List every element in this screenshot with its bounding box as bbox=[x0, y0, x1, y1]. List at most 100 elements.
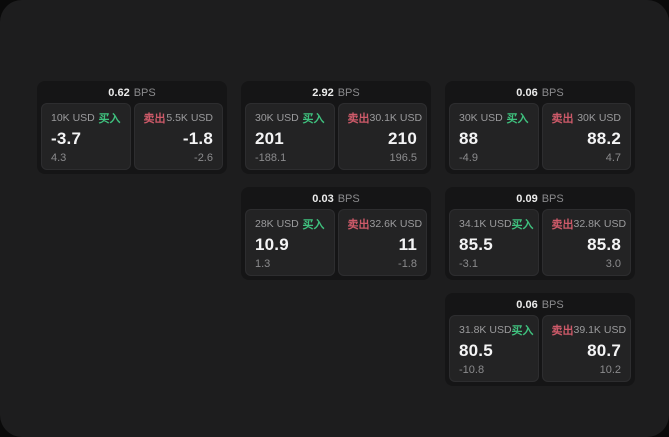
buy-side-label: 买入 bbox=[98, 113, 121, 125]
buy-side-label: 买入 bbox=[506, 113, 529, 125]
buy-notional-amount: 30K USD bbox=[459, 112, 503, 124]
sell-quote-tile[interactable]: 卖出 5.5K USD -1.8 -2.6 bbox=[133, 103, 223, 170]
sell-price: -1.8 bbox=[182, 129, 213, 148]
buy-side-label: 买入 bbox=[302, 219, 325, 231]
sell-delta: 3.0 bbox=[605, 258, 621, 270]
buy-price: 88 bbox=[459, 129, 479, 148]
buy-price: -3.7 bbox=[51, 129, 82, 148]
sell-side-label: 卖出 bbox=[347, 219, 370, 231]
sell-delta: 10.2 bbox=[599, 364, 621, 376]
card-header: 0.06 BPS bbox=[449, 84, 631, 103]
bps-unit-label: BPS bbox=[133, 87, 156, 99]
buy-notional-amount: 31.8K USD bbox=[459, 324, 512, 336]
sell-delta: 4.7 bbox=[605, 152, 621, 164]
buy-quote-tile[interactable]: 31.8K USD 买入 80.5 -10.8 bbox=[449, 315, 539, 382]
quote-tiles: 28K USD 买入 10.9 1.3 卖出 32.6K USD 11 -1.8 bbox=[245, 209, 427, 276]
sell-quote-tile[interactable]: 卖出 32.6K USD 11 -1.8 bbox=[337, 209, 427, 276]
sell-notional-amount: 30.1K USD bbox=[369, 112, 423, 124]
buy-delta: -10.8 bbox=[459, 364, 485, 376]
spread-value: 0.06 bbox=[516, 299, 538, 311]
quote-card: 0.03 BPS 28K USD 买入 10.9 1.3 卖出 32.6K US… bbox=[241, 187, 431, 280]
sell-price: 88.2 bbox=[587, 129, 621, 148]
sell-quote-tile[interactable]: 卖出 39.1K USD 80.7 10.2 bbox=[541, 315, 631, 382]
sell-tile-top-row: 卖出 30K USD bbox=[552, 110, 622, 126]
sell-quote-tile[interactable]: 卖出 32.8K USD 85.8 3.0 bbox=[541, 209, 631, 276]
sell-side-label: 卖出 bbox=[551, 113, 574, 125]
quote-card: 0.09 BPS 34.1K USD 买入 85.5 -3.1 卖出 32.8K… bbox=[445, 187, 635, 280]
quote-tiles: 10K USD 买入 -3.7 4.3 卖出 5.5K USD -1.8 -2.… bbox=[41, 103, 223, 170]
sell-notional-amount: 30K USD bbox=[577, 112, 621, 124]
buy-notional-amount: 10K USD bbox=[51, 112, 95, 124]
buy-quote-tile[interactable]: 30K USD 买入 201 -188.1 bbox=[245, 103, 335, 170]
sell-side-label: 卖出 bbox=[347, 113, 370, 125]
sell-quote-tile[interactable]: 卖出 30.1K USD 210 196.5 bbox=[337, 103, 427, 170]
sell-notional-amount: 32.8K USD bbox=[573, 218, 627, 230]
buy-tile-top-row: 34.1K USD 买入 bbox=[459, 216, 534, 232]
buy-tile-top-row: 30K USD 买入 bbox=[255, 110, 325, 126]
bps-unit-label: BPS bbox=[337, 87, 360, 99]
sell-side-label: 卖出 bbox=[143, 113, 166, 125]
buy-price: 85.5 bbox=[459, 235, 493, 254]
buy-delta: -3.1 bbox=[459, 258, 478, 270]
quote-card: 2.92 BPS 30K USD 买入 201 -188.1 卖出 30.1K … bbox=[241, 81, 431, 174]
spread-value: 0.06 bbox=[516, 87, 538, 99]
sell-notional-amount: 32.6K USD bbox=[369, 218, 423, 230]
buy-delta: -4.9 bbox=[459, 152, 478, 164]
quote-card: 0.06 BPS 30K USD 买入 88 -4.9 卖出 30K USD 8… bbox=[445, 81, 635, 174]
bps-unit-label: BPS bbox=[337, 193, 360, 205]
sell-tile-top-row: 卖出 32.6K USD bbox=[347, 216, 423, 232]
sell-notional-amount: 39.1K USD bbox=[573, 324, 627, 336]
bps-unit-label: BPS bbox=[541, 299, 564, 311]
quote-cards-grid: 0.62 BPS 10K USD 买入 -3.7 4.3 卖出 5.5K USD… bbox=[37, 81, 635, 386]
buy-side-label: 买入 bbox=[511, 219, 534, 231]
bps-unit-label: BPS bbox=[541, 87, 564, 99]
spread-value: 0.09 bbox=[516, 193, 538, 205]
buy-tile-top-row: 31.8K USD 买入 bbox=[459, 322, 534, 338]
quote-tiles: 30K USD 买入 88 -4.9 卖出 30K USD 88.2 4.7 bbox=[449, 103, 631, 170]
buy-quote-tile[interactable]: 30K USD 买入 88 -4.9 bbox=[449, 103, 539, 170]
sell-tile-top-row: 卖出 39.1K USD bbox=[551, 322, 627, 338]
quote-card: 0.62 BPS 10K USD 买入 -3.7 4.3 卖出 5.5K USD… bbox=[37, 81, 227, 174]
buy-notional-amount: 30K USD bbox=[255, 112, 299, 124]
bps-unit-label: BPS bbox=[541, 193, 564, 205]
sell-price: 85.8 bbox=[587, 235, 621, 254]
sell-tile-top-row: 卖出 30.1K USD bbox=[347, 110, 423, 126]
quote-tiles: 30K USD 买入 201 -188.1 卖出 30.1K USD 210 1… bbox=[245, 103, 427, 170]
quote-tiles: 31.8K USD 买入 80.5 -10.8 卖出 39.1K USD 80.… bbox=[449, 315, 631, 382]
card-header: 0.09 BPS bbox=[449, 190, 631, 209]
buy-delta: -188.1 bbox=[255, 152, 287, 164]
quote-tiles: 34.1K USD 买入 85.5 -3.1 卖出 32.8K USD 85.8… bbox=[449, 209, 631, 276]
buy-side-label: 买入 bbox=[302, 113, 325, 125]
card-header: 0.03 BPS bbox=[245, 190, 427, 209]
buy-tile-top-row: 10K USD 买入 bbox=[51, 110, 121, 126]
buy-quote-tile[interactable]: 28K USD 买入 10.9 1.3 bbox=[245, 209, 335, 276]
buy-delta: 4.3 bbox=[51, 152, 67, 164]
sell-side-label: 卖出 bbox=[551, 219, 574, 231]
spread-value: 2.92 bbox=[312, 87, 334, 99]
buy-price: 10.9 bbox=[255, 235, 289, 254]
sell-delta: 196.5 bbox=[389, 152, 417, 164]
buy-delta: 1.3 bbox=[255, 258, 271, 270]
spread-value: 0.03 bbox=[312, 193, 334, 205]
buy-tile-top-row: 28K USD 买入 bbox=[255, 216, 325, 232]
sell-notional-amount: 5.5K USD bbox=[166, 112, 213, 124]
sell-tile-top-row: 卖出 5.5K USD bbox=[144, 110, 214, 126]
sell-quote-tile[interactable]: 卖出 30K USD 88.2 4.7 bbox=[541, 103, 631, 170]
buy-side-label: 买入 bbox=[511, 325, 534, 337]
sell-delta: -2.6 bbox=[194, 152, 213, 164]
buy-quote-tile[interactable]: 10K USD 买入 -3.7 4.3 bbox=[41, 103, 131, 170]
sell-side-label: 卖出 bbox=[551, 325, 574, 337]
card-header: 0.62 BPS bbox=[41, 84, 223, 103]
sell-price: 80.7 bbox=[587, 341, 621, 360]
sell-tile-top-row: 卖出 32.8K USD bbox=[551, 216, 627, 232]
buy-price: 80.5 bbox=[459, 341, 493, 360]
card-header: 2.92 BPS bbox=[245, 84, 427, 103]
sell-price: 11 bbox=[398, 235, 417, 254]
buy-price: 201 bbox=[255, 129, 284, 148]
buy-quote-tile[interactable]: 34.1K USD 买入 85.5 -3.1 bbox=[449, 209, 539, 276]
quote-card: 0.06 BPS 31.8K USD 买入 80.5 -10.8 卖出 39.1… bbox=[445, 293, 635, 386]
card-header: 0.06 BPS bbox=[449, 296, 631, 315]
spread-value: 0.62 bbox=[108, 87, 130, 99]
buy-notional-amount: 28K USD bbox=[255, 218, 299, 230]
